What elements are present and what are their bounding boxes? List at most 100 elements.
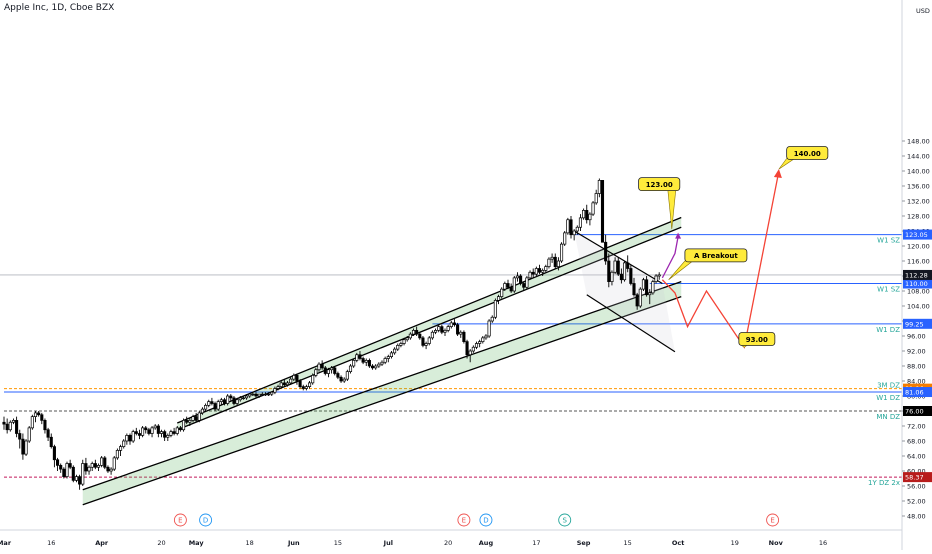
candle-down[interactable] (93, 463, 97, 468)
candle-up[interactable] (100, 457, 104, 466)
candle-down[interactable] (144, 427, 148, 431)
candle-down[interactable] (5, 423, 9, 431)
candle-up[interactable] (434, 330, 438, 333)
candle-up[interactable] (289, 378, 293, 384)
candle-down[interactable] (71, 466, 75, 481)
candle-up[interactable] (389, 352, 394, 357)
candle-up[interactable] (226, 395, 230, 404)
upper-channel-inner-line[interactable] (177, 226, 682, 431)
candle-up[interactable] (405, 337, 409, 341)
candle-up[interactable] (74, 476, 79, 481)
candle-down[interactable] (2, 421, 6, 425)
candle-down[interactable] (509, 286, 513, 292)
candle-up[interactable] (131, 431, 135, 442)
candle-up[interactable] (471, 346, 475, 352)
candle-up[interactable] (141, 427, 145, 436)
candle-down[interactable] (629, 268, 633, 284)
candle-down[interactable] (462, 331, 466, 342)
candle-up[interactable] (383, 358, 387, 363)
candle-down[interactable] (336, 373, 340, 378)
upper-channel-outer-line[interactable] (177, 216, 682, 424)
candle-up[interactable] (651, 281, 655, 294)
candle-up[interactable] (348, 365, 353, 372)
candle-up[interactable] (191, 416, 195, 421)
candle-down[interactable] (40, 414, 44, 421)
candle-down[interactable] (371, 365, 375, 369)
candle-down[interactable] (323, 367, 327, 374)
candle-up[interactable] (575, 226, 579, 232)
candle-up[interactable] (594, 193, 598, 204)
candle-up[interactable] (588, 213, 592, 221)
candle-up[interactable] (273, 388, 277, 393)
candle-down[interactable] (185, 420, 189, 423)
candle-down[interactable] (626, 262, 630, 269)
candle-up[interactable] (311, 375, 315, 384)
candle-down[interactable] (301, 386, 305, 389)
candle-down[interactable] (128, 435, 132, 442)
candle-down[interactable] (522, 283, 526, 288)
candle-down[interactable] (298, 380, 302, 387)
event-marker[interactable]: S (558, 513, 572, 527)
candle-up[interactable] (8, 421, 12, 431)
candle-up[interactable] (216, 401, 220, 410)
candle-down[interactable] (178, 427, 182, 431)
candle-down[interactable] (361, 358, 365, 363)
candle-up[interactable] (87, 466, 91, 472)
candle-up[interactable] (65, 463, 69, 477)
candle-down[interactable] (282, 382, 286, 386)
candle-down[interactable] (84, 463, 88, 472)
candle-up[interactable] (654, 275, 658, 282)
candle-up[interactable] (474, 343, 479, 348)
candle-up[interactable] (648, 292, 652, 296)
candle-down[interactable] (21, 438, 25, 455)
candle-up[interactable] (11, 420, 16, 423)
wedge-bottom-line[interactable] (586, 294, 676, 353)
candle-down[interactable] (585, 210, 589, 221)
candle-up[interactable] (330, 367, 334, 371)
candle-up[interactable] (597, 180, 601, 194)
candle-down[interactable] (18, 433, 22, 440)
candle-up[interactable] (503, 283, 507, 290)
candle-up[interactable] (411, 330, 416, 335)
candle-up[interactable] (115, 450, 119, 459)
candle-up[interactable] (582, 210, 586, 219)
candle-up[interactable] (402, 339, 406, 344)
candle-up[interactable] (118, 446, 123, 451)
candle-up[interactable] (245, 395, 249, 399)
candle-up[interactable] (638, 288, 642, 307)
candle-up[interactable] (279, 382, 283, 387)
candle-up[interactable] (260, 393, 264, 396)
candle-down[interactable] (553, 256, 557, 267)
candle-up[interactable] (96, 465, 101, 468)
candle-up[interactable] (427, 337, 431, 344)
candle-up[interactable] (408, 333, 412, 339)
candle-up[interactable] (364, 360, 368, 363)
candle-up[interactable] (481, 337, 485, 342)
candle-down[interactable] (607, 260, 611, 282)
candle-up[interactable] (235, 399, 239, 404)
candle-up[interactable] (525, 277, 529, 288)
candle-up[interactable] (396, 345, 400, 350)
candle-down[interactable] (452, 322, 457, 326)
candle-up[interactable] (27, 427, 31, 442)
candle-up[interactable] (374, 365, 378, 369)
candle-up[interactable] (528, 271, 532, 279)
candle-down[interactable] (339, 376, 343, 382)
candle-down[interactable] (531, 271, 535, 275)
candle-up[interactable] (446, 326, 450, 331)
candle-up[interactable] (622, 262, 627, 281)
candle-up[interactable] (207, 401, 211, 406)
candle-up[interactable] (345, 371, 349, 380)
candle-down[interactable] (134, 431, 138, 434)
candle-up[interactable] (572, 230, 576, 236)
candle-up[interactable] (81, 463, 85, 485)
candle-up[interactable] (544, 266, 548, 271)
candle-up[interactable] (24, 440, 28, 455)
candle-down[interactable] (616, 260, 620, 275)
candle-up[interactable] (591, 202, 595, 215)
candle-up[interactable] (487, 320, 491, 337)
candle-down[interactable] (210, 401, 214, 404)
candle-up[interactable] (166, 435, 170, 438)
candle-down[interactable] (537, 268, 542, 273)
